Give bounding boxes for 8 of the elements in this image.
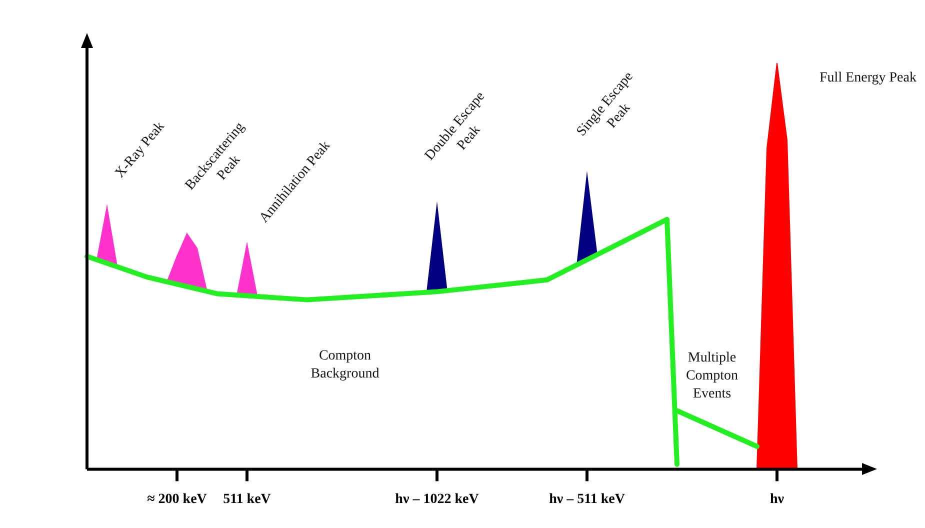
x-tick-label: 511 keV bbox=[223, 492, 271, 508]
annotation: Compton Background bbox=[310, 348, 380, 382]
annotation: Multiple Compton Events bbox=[686, 350, 738, 402]
x-tick-label: hν – 1022 keV bbox=[395, 492, 479, 508]
x-tick-label: ≈ 200 keV bbox=[147, 492, 207, 508]
annotation: Full Energy Peak bbox=[820, 70, 916, 86]
x-tick-label: hν – 511 keV bbox=[549, 492, 625, 508]
x-tick-label: hν bbox=[770, 492, 785, 508]
